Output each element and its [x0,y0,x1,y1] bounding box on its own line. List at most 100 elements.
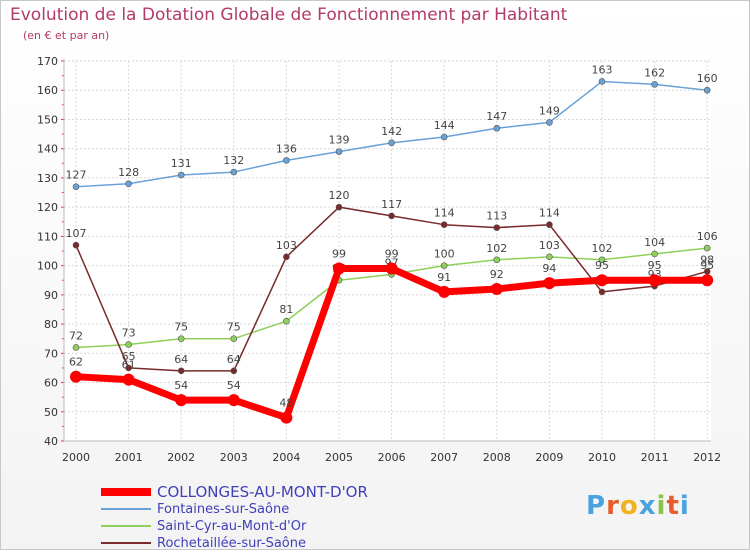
data-point [493,124,501,132]
data-point [546,221,553,228]
data-point [230,168,238,176]
data-label: 120 [329,189,350,202]
data-label: 98 [700,253,714,266]
y-tick-label: 140 [37,143,58,156]
data-label: 92 [490,268,504,281]
legend-label: Saint-Cyr-au-Mont-d'Or [157,519,307,534]
data-label: 99 [385,248,399,261]
logo-letter: i [656,491,667,521]
x-tick-label: 2008 [483,451,511,464]
x-tick-label: 2005 [325,451,353,464]
data-label: 102 [592,242,613,255]
data-label: 127 [66,169,87,182]
data-point [440,262,448,269]
data-label: 95 [700,259,714,272]
data-label: 142 [381,125,402,138]
legend-swatch [101,488,151,496]
logo-letter: i [679,491,690,521]
data-label: 102 [486,242,507,255]
logo-letter: x [638,491,657,521]
data-label: 61 [122,359,136,372]
data-point [493,256,501,264]
data-point [651,250,658,258]
logo-letter: o [619,491,639,521]
data-point [175,394,188,407]
data-point [440,133,448,141]
data-point [648,274,661,287]
data-point [388,212,395,220]
data-point [335,148,343,155]
data-point [230,335,238,342]
data-point [230,367,238,375]
data-label: 103 [539,239,560,252]
data-label: 114 [539,207,560,220]
y-tick-label: 90 [44,289,58,302]
data-label: 128 [118,166,139,179]
data-label: 62 [69,356,83,369]
y-tick-label: 80 [44,318,58,331]
x-tick-label: 2003 [220,451,248,464]
data-label: 144 [434,119,455,132]
data-label: 75 [174,321,188,334]
data-point [70,370,82,383]
data-label: 54 [227,379,241,392]
data-label: 54 [174,379,188,392]
data-point [72,183,80,190]
data-label: 114 [434,207,455,220]
data-label: 91 [437,271,451,284]
logo-letter: t [666,491,680,521]
data-point [177,171,185,179]
data-label: 147 [486,110,507,123]
y-tick-label: 50 [44,406,58,419]
y-tick-label: 130 [37,172,58,185]
data-label: 73 [122,327,136,340]
legend-label: Rochetaillée-sur-Saône [157,536,306,551]
data-label: 103 [276,239,297,252]
data-point [546,253,553,261]
data-label: 160 [697,72,718,85]
data-label: 100 [434,248,455,261]
data-point [283,253,290,261]
x-tick-label: 2000 [62,451,90,464]
data-label: 131 [171,157,192,170]
data-label: 107 [66,227,87,240]
x-tick-label: 2007 [430,451,458,464]
x-tick-label: 2001 [115,451,143,464]
data-label: 99 [332,248,346,261]
y-tick-label: 170 [37,55,58,68]
data-label: 163 [592,63,613,76]
data-point [701,274,714,287]
x-tick-label: 2004 [272,451,300,464]
data-point [177,367,185,375]
y-tick-label: 60 [44,377,58,390]
logo-letter: r [606,491,620,521]
data-label: 94 [542,262,556,275]
data-point [280,411,293,424]
data-point [598,288,606,296]
data-point [438,285,451,298]
y-tick-label: 150 [37,113,58,126]
data-point [72,241,80,249]
data-point [598,256,606,264]
data-label: 95 [648,259,662,272]
data-point [122,373,135,386]
data-point [543,277,556,290]
data-point [490,283,503,295]
data-label: 65 [122,350,136,363]
data-point [283,157,290,164]
data-point [651,81,658,88]
proxiti-logo: Proxiti [586,491,690,521]
legend-label: COLLONGES-AU-MONT-D'OR [157,483,368,501]
data-label: 64 [227,353,241,366]
data-point [388,139,395,147]
data-label: 81 [279,303,293,316]
data-label: 72 [69,329,83,342]
data-point [333,262,345,275]
x-tick-label: 2006 [378,451,406,464]
data-point [125,341,132,348]
data-label: 64 [174,353,188,366]
data-label: 132 [223,154,244,167]
data-point [596,274,608,287]
x-tick-label: 2009 [535,451,563,464]
